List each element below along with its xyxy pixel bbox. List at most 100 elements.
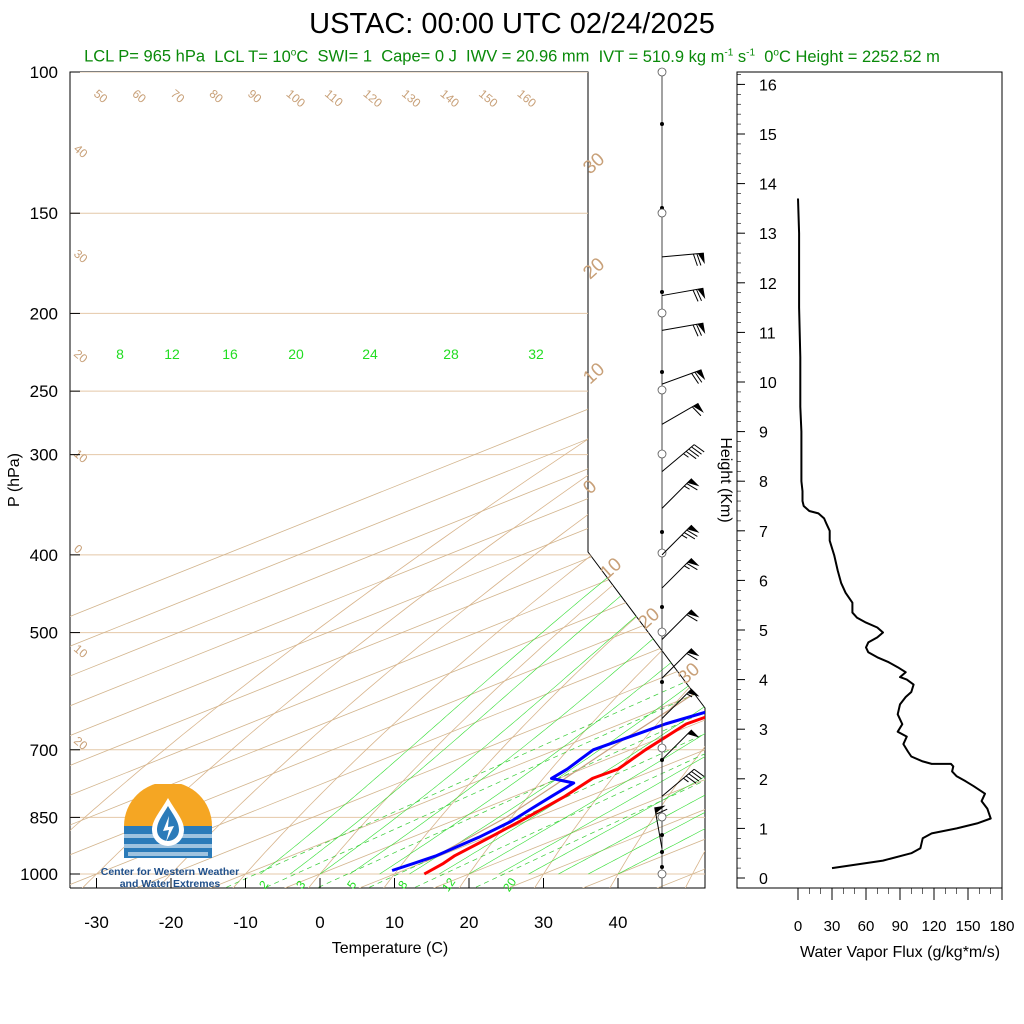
flux-tick-label: 150 (955, 918, 980, 935)
isotherm-label: 10 (579, 359, 609, 389)
y-tick-label: 500 (30, 624, 58, 643)
freezing-height: 0oC Height = 2252.52 m (764, 47, 940, 66)
adiabat-label: 120 (361, 87, 386, 111)
moist-adiabat (290, 313, 705, 875)
dry-adiabat (532, 72, 705, 888)
height-tick-label: 15 (759, 127, 777, 144)
wind-barb (661, 688, 700, 719)
level-dot (660, 680, 664, 684)
adiabat-label: 130 (399, 87, 424, 111)
level-dot (660, 290, 664, 294)
dry-adiabat (381, 72, 705, 888)
isotherm-line (70, 72, 705, 888)
x-tick-label: -10 (233, 913, 258, 932)
isotherm-line (70, 72, 705, 888)
height-tick-label: 2 (759, 772, 768, 789)
wind-barb (661, 322, 706, 337)
level-circle (657, 449, 667, 459)
y-tick-label: 400 (30, 546, 58, 565)
mixing-ratio-label: 24 (362, 346, 378, 362)
level-circle (657, 67, 667, 77)
flux-tick-label: 30 (824, 918, 841, 935)
wind-barb (661, 557, 700, 589)
height-tick-label: 8 (759, 474, 768, 491)
adiabat-label: 10 (71, 447, 90, 467)
mixing-ratio-label: 12 (164, 346, 180, 362)
isotherm-line (70, 72, 705, 888)
isotherm-label: 0 (579, 476, 601, 499)
moist-adiabat (409, 313, 705, 875)
isotherm-line (202, 72, 705, 888)
wind-barb (661, 402, 704, 425)
temperature-line (423, 211, 705, 876)
flux-profile-line (797, 198, 992, 870)
isotherm-label: 10 (596, 554, 626, 584)
adiabat-label: 40 (71, 142, 90, 162)
level-circle (657, 385, 667, 395)
height-tick-label: 3 (759, 722, 768, 739)
moist-adiabat (319, 313, 705, 875)
level-circle (657, 869, 667, 879)
moist-adiabat (260, 313, 705, 875)
level-dot (660, 605, 664, 609)
adiabat-label: 60 (130, 87, 149, 107)
isotherm-line (70, 72, 705, 888)
logo-caption: Center for Western Weather and Water Ext… (100, 866, 240, 890)
skew-t-frame (69, 71, 706, 889)
mixing-ratio-label: 16 (222, 346, 238, 362)
dry-adiabat (759, 72, 1024, 891)
adiabat-label: 160 (515, 87, 540, 111)
mixing-ratio-line (467, 554, 705, 888)
y-axis-label: P (hPa) (6, 453, 23, 507)
adiabat-label: 50 (91, 87, 110, 107)
parcel-path (425, 72, 705, 863)
dry-adiabat (70, 72, 705, 888)
moist-adiabat (588, 313, 705, 875)
isotherm-label: 30 (674, 659, 704, 689)
isotherm-line (70, 72, 705, 888)
adiabat-label: 140 (438, 87, 463, 111)
level-dot (660, 865, 664, 869)
skew-t-grid (70, 72, 1024, 891)
wind-barb (661, 524, 700, 556)
flux-tick-label: 60 (858, 918, 875, 935)
wind-barb (661, 478, 700, 509)
height-tick-label: 4 (759, 673, 768, 690)
level-circle (657, 812, 667, 822)
dry-adiabat (230, 72, 705, 888)
height-tick-label: 6 (759, 573, 768, 590)
wind-barb (661, 729, 700, 760)
level-dot (660, 530, 664, 534)
height-tick-label: 1 (759, 821, 768, 838)
height-tick-label: 7 (759, 524, 768, 541)
dry-adiabat (607, 72, 705, 888)
dry-adiabat (305, 72, 705, 888)
moist-adiabat (498, 313, 705, 875)
dry-adiabat (986, 72, 1024, 891)
wind-barb (654, 805, 668, 849)
lcl-temperature: LCL T= 10oC (214, 47, 309, 66)
dry-adiabat (835, 72, 1024, 891)
y-tick-label: 700 (30, 741, 58, 760)
height-tick-label: 0 (759, 871, 768, 888)
level-circle (657, 743, 667, 753)
adiabat-label: 100 (284, 87, 309, 111)
moist-adiabat (439, 313, 705, 875)
dewpoint-line (391, 211, 705, 872)
isotherm-line (70, 72, 705, 888)
mixing-ratio-label: 32 (528, 346, 544, 362)
mixing-ratio-line (407, 554, 705, 888)
y-tick-label: 100 (30, 63, 58, 82)
level-circle (657, 208, 667, 218)
adiabat-label: 150 (476, 87, 501, 111)
mixing-ratio-label: 20 (288, 346, 304, 362)
isotherm-line (70, 72, 705, 888)
x-axis-label: Temperature (C) (332, 940, 448, 957)
isotherm-line (575, 72, 705, 888)
mixing-ratio-label: 8 (116, 346, 124, 362)
x-tick-label: -20 (159, 913, 184, 932)
y-tick-label: 300 (30, 446, 58, 465)
level-circle (657, 627, 667, 637)
level-dot (660, 370, 664, 374)
